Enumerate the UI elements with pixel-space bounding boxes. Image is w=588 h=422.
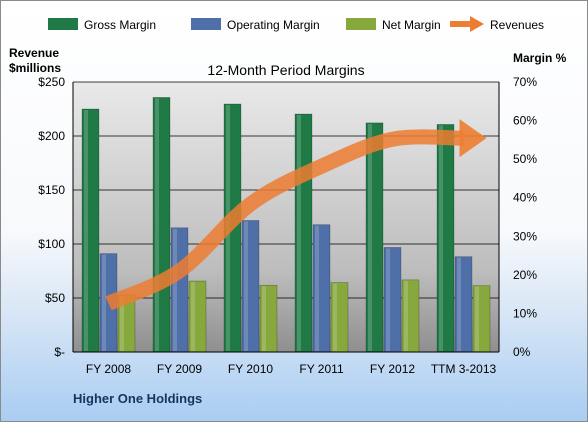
revenues-arrowhead: [459, 119, 487, 158]
right-tick-label: 50%: [513, 152, 537, 166]
legend-swatch-operating-margin: [191, 18, 221, 30]
left-axis-label-line2: $millions: [9, 61, 61, 75]
legend-label-revenues: Revenues: [490, 18, 544, 32]
bar-highlight: [262, 286, 266, 351]
x-tick-label: TTM 3-2013: [431, 362, 497, 376]
legend-label-net-margin: Net Margin: [382, 18, 441, 32]
legend-label-gross-margin: Gross Margin: [84, 18, 156, 32]
legend-label-operating-margin: Operating Margin: [227, 18, 320, 32]
footer-company-name: Higher One Holdings: [73, 391, 202, 406]
bar-highlight: [457, 257, 461, 351]
bar-highlight: [155, 98, 159, 351]
bar-highlight: [439, 125, 443, 351]
revenues-point: [392, 139, 393, 140]
x-tick-label: FY 2011: [299, 362, 344, 376]
revenues-point: [179, 271, 180, 272]
bar-highlight: [475, 286, 479, 351]
left-tick-label: $200: [38, 129, 65, 143]
revenues-point: [321, 166, 322, 167]
right-axis-label: Margin %: [513, 51, 567, 65]
legend-swatch-net-margin: [346, 18, 376, 30]
right-tick-label: 60%: [513, 114, 537, 128]
right-tick-label: 10%: [513, 306, 537, 320]
bar-highlight: [102, 254, 106, 351]
legend-arrow-icon: [470, 16, 484, 32]
revenues-line: [105, 129, 464, 311]
bar-highlight: [191, 282, 195, 351]
bar-highlight: [368, 123, 372, 351]
right-tick-label: 20%: [513, 268, 537, 282]
legend-swatch-gross-margin: [48, 18, 78, 30]
bar-highlight: [244, 221, 248, 351]
chart-title: 12-Month Period Margins: [207, 62, 364, 78]
left-axis-label-line1: Revenue: [9, 46, 59, 60]
left-tick-label: $-: [54, 345, 65, 359]
bar-highlight: [404, 280, 408, 351]
right-tick-label: 70%: [513, 75, 537, 89]
revenues-point: [108, 303, 109, 304]
x-tick-label: FY 2009: [157, 362, 202, 376]
x-tick-label: FY 2012: [370, 362, 415, 376]
right-tick-label: 30%: [513, 229, 537, 243]
bar-highlight: [84, 110, 88, 351]
bar-highlight: [386, 248, 390, 351]
revenues-point: [250, 204, 251, 205]
left-tick-label: $100: [38, 237, 65, 251]
plot-area: [73, 82, 499, 352]
bar-highlight: [333, 283, 337, 351]
right-tick-label: 0%: [513, 345, 531, 359]
x-tick-label: FY 2008: [86, 362, 131, 376]
left-tick-label: $50: [45, 291, 65, 305]
right-tick-label: 40%: [513, 191, 537, 205]
bar-highlight: [173, 228, 177, 351]
bar-highlight: [120, 295, 124, 351]
left-tick-label: $250: [38, 75, 65, 89]
x-tick-label: FY 2010: [228, 362, 273, 376]
revenues-point: [463, 138, 464, 139]
left-tick-label: $150: [38, 183, 65, 197]
bar-highlight: [297, 115, 301, 351]
bar-highlight: [315, 225, 319, 351]
